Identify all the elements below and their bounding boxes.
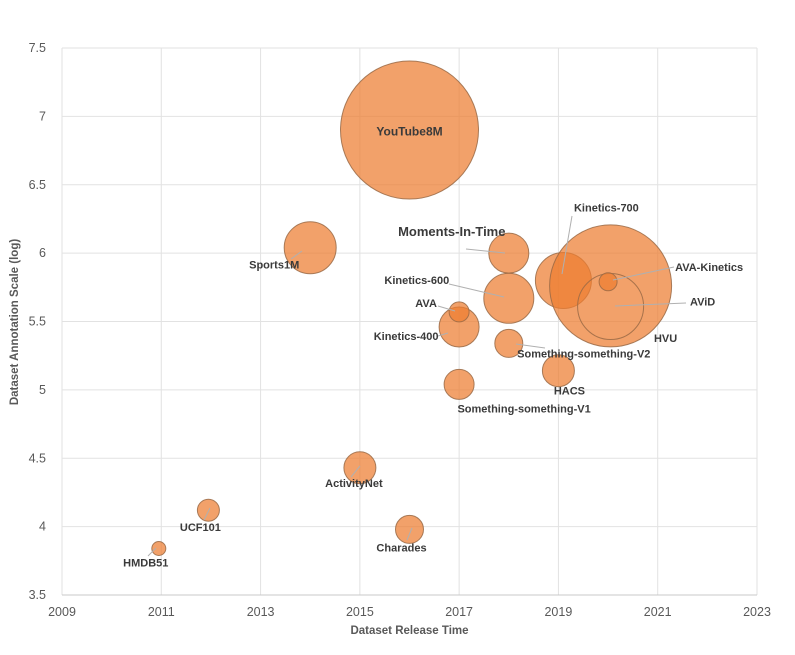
bubble-label-something-something-v1: Something-something-V1 — [457, 403, 590, 415]
bubble-label-kinetics-600: Kinetics-600 — [384, 275, 449, 287]
bubble-label-moments-in-time: Moments-In-Time — [398, 224, 505, 239]
leader-line-charades — [406, 527, 413, 541]
bubble-label-ava-kinetics: AVA-Kinetics — [675, 262, 743, 274]
bubble-label-avid: AViD — [690, 296, 715, 308]
x-axis-title: Dataset Release Time — [350, 625, 468, 637]
leader-line-kinetics-600 — [448, 283, 505, 298]
bubble-label-hmdb51: HMDB51 — [123, 558, 168, 570]
axis-layer: Dataset Release Time Dataset Annotation … — [9, 41, 771, 637]
leader-line-layer — [147, 215, 687, 557]
y-tick-6: 6 — [39, 246, 46, 260]
leader-line-avid — [614, 302, 687, 307]
leader-line-sports1m — [290, 250, 303, 260]
bubble-layer — [151, 60, 673, 556]
x-tick-2011: 2011 — [148, 605, 175, 619]
y-tick-5: 5 — [39, 383, 46, 397]
bubble-sports1m — [283, 221, 337, 275]
leader-line-ava — [437, 305, 456, 312]
bubble-label-layer: YouTube8M Sports1M HMDB51 UCF101 ActivityNet… — [123, 124, 743, 569]
bubble-something-something-v1 — [443, 368, 475, 400]
leader-line-kinetics-400 — [437, 332, 449, 337]
leader-line-hmdb51 — [147, 547, 157, 557]
x-tick-2023: 2023 — [743, 605, 771, 619]
x-tick-2019: 2019 — [544, 605, 572, 619]
y-tick-7: 7 — [39, 109, 46, 123]
bubble-label-hacs: HACS — [554, 386, 585, 398]
leader-line-something-something-v2 — [515, 343, 546, 349]
bubble-label-sports1m: Sports1M — [249, 260, 299, 272]
leader-line-ucf101 — [203, 507, 211, 521]
bubble-kinetics-600 — [483, 272, 535, 324]
x-tick-2013: 2013 — [247, 605, 275, 619]
bubble-label-ava: AVA — [415, 298, 437, 310]
y-tick-4.5: 4.5 — [29, 451, 46, 465]
bubble-moments-in-time — [488, 232, 530, 274]
bubble-hmdb51 — [151, 541, 167, 556]
bubble-hacs — [541, 354, 575, 388]
leader-line-ava-kinetics — [612, 266, 675, 281]
y-axis-title: Dataset Annotation Scale (log) — [9, 239, 21, 406]
leader-line-activitynet — [350, 465, 361, 478]
y-tick-4: 4 — [39, 520, 46, 534]
bubble-label-activitynet: ActivityNet — [325, 478, 383, 490]
y-tick-7.5: 7.5 — [29, 41, 46, 55]
x-tick-2017: 2017 — [445, 605, 473, 619]
leader-line-moments-in-time — [465, 248, 506, 254]
bubble-label-charades: Charades — [376, 542, 426, 554]
x-tick-2009: 2009 — [48, 605, 76, 619]
bubble-label-kinetics-700: Kinetics-700 — [574, 202, 639, 214]
y-tick-3.5: 3.5 — [29, 588, 46, 602]
bubble-label-hvu: HVU — [654, 333, 677, 345]
bubble-charades — [395, 514, 424, 544]
bubble-label-ucf101: UCF101 — [180, 522, 221, 534]
y-tick-6.5: 6.5 — [29, 178, 46, 192]
x-tick-2021: 2021 — [644, 605, 672, 619]
y-tick-5.5: 5.5 — [29, 315, 46, 329]
bubble-label-kinetics-400: Kinetics-400 — [374, 331, 439, 343]
x-tick-2015: 2015 — [346, 605, 374, 619]
bubble-label-youtube8m: YouTube8M — [376, 124, 442, 138]
bubble-something-something-v2 — [494, 328, 524, 358]
bubble-ava — [448, 301, 470, 323]
bubble-youtube8m — [340, 60, 479, 200]
bubble-label-something-something-v2: Something-something-V2 — [517, 348, 650, 360]
leader-line-kinetics-700 — [561, 215, 573, 275]
bubble-ava-kinetics — [598, 272, 618, 292]
